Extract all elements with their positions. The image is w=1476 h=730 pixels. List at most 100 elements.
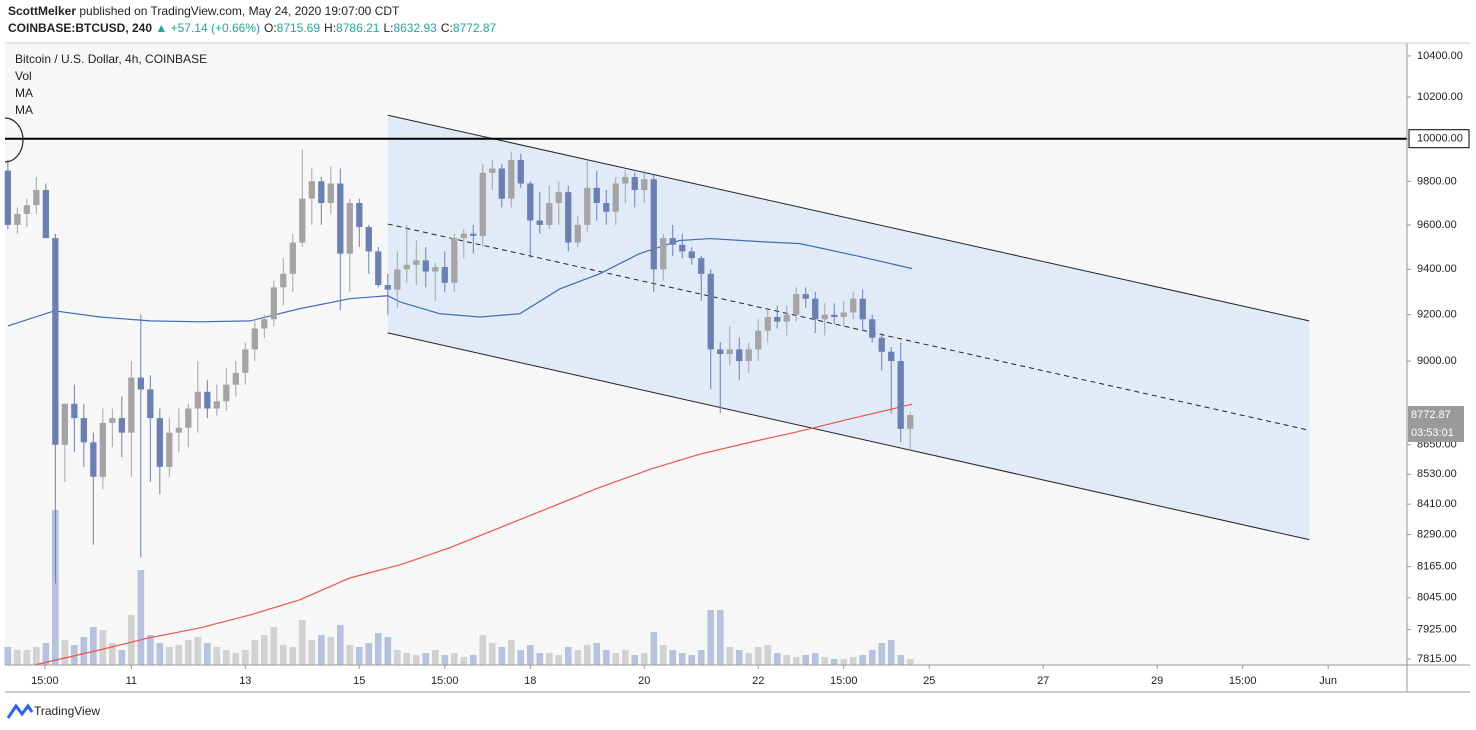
y-tick-label: 9200.00 bbox=[1417, 309, 1457, 321]
volume-bar bbox=[384, 637, 392, 665]
volume-bar bbox=[422, 653, 430, 665]
y-tick-label: 10200.00 bbox=[1417, 91, 1463, 103]
candle-body bbox=[897, 361, 904, 429]
volume-bar bbox=[137, 570, 145, 665]
candle-body bbox=[774, 316, 781, 322]
volume-bar bbox=[90, 627, 97, 665]
legend-title: Bitcoin / U.S. Dollar, 4h, COINBASE bbox=[15, 52, 207, 66]
volume-bar bbox=[393, 650, 401, 665]
volume-bar bbox=[688, 655, 696, 665]
candle-body bbox=[280, 273, 287, 288]
volume-bar bbox=[365, 643, 373, 665]
volume-bar bbox=[222, 650, 230, 665]
candle-body bbox=[270, 287, 277, 320]
candle-body bbox=[261, 319, 268, 329]
volume-bar bbox=[745, 653, 753, 665]
candle-body bbox=[679, 244, 686, 252]
volume-bar bbox=[830, 659, 838, 665]
candle-body bbox=[831, 314, 838, 317]
volume-bar bbox=[783, 655, 791, 665]
candle-body bbox=[432, 267, 439, 272]
candle-body bbox=[175, 427, 182, 433]
author: ScottMelker bbox=[8, 4, 76, 18]
field-key: H: bbox=[324, 21, 336, 35]
volume-bar bbox=[175, 645, 183, 665]
candle-body bbox=[717, 349, 724, 355]
x-tick-label: 13 bbox=[239, 675, 251, 687]
field-value: 8632.93 bbox=[393, 21, 437, 35]
volume-bar bbox=[640, 653, 648, 665]
candle-body bbox=[859, 298, 866, 320]
volume-bar bbox=[840, 659, 848, 665]
volume-bar bbox=[336, 625, 344, 665]
volume-bar bbox=[289, 647, 297, 665]
candle-body bbox=[194, 391, 201, 409]
candle-body bbox=[527, 183, 534, 221]
volume-bar bbox=[602, 650, 610, 665]
volume-bar bbox=[450, 653, 458, 665]
x-tick-label: 15 bbox=[353, 675, 365, 687]
candle-body bbox=[650, 179, 657, 270]
y-tick-label: 8165.00 bbox=[1417, 560, 1457, 572]
volume-bar bbox=[811, 653, 819, 665]
field-value: 8715.69 bbox=[277, 21, 321, 35]
y-tick-label: 7815.00 bbox=[1417, 653, 1457, 665]
candle-body bbox=[42, 189, 49, 239]
volume-bar bbox=[166, 647, 173, 665]
volume-bar bbox=[270, 627, 278, 665]
candle-body bbox=[99, 422, 106, 477]
volume-bar bbox=[479, 635, 487, 665]
drawing-arc bbox=[4, 117, 24, 163]
y-tick-label: 7925.00 bbox=[1417, 623, 1457, 635]
volume-bar bbox=[327, 637, 335, 665]
legend-ma: MA bbox=[15, 86, 33, 100]
candle-body bbox=[185, 408, 192, 428]
x-tick-label: 15:00 bbox=[1229, 675, 1257, 687]
volume-bar bbox=[517, 650, 525, 665]
volume-bar bbox=[773, 653, 781, 665]
volume-bar bbox=[42, 643, 50, 665]
candle-body bbox=[451, 238, 458, 283]
candle-body bbox=[337, 183, 344, 254]
x-tick-label: 15:00 bbox=[830, 675, 858, 687]
candle-body bbox=[669, 238, 676, 245]
change: ▲ +57.14 (+0.66%) bbox=[155, 21, 260, 35]
volume-bar bbox=[4, 647, 12, 665]
volume-bar bbox=[251, 640, 259, 665]
volume-bar bbox=[61, 640, 69, 665]
volume-bar bbox=[678, 653, 686, 665]
x-tick-label: 20 bbox=[638, 675, 650, 687]
volume-bar bbox=[184, 640, 192, 665]
x-tick-label: 25 bbox=[923, 675, 935, 687]
candle-body bbox=[707, 273, 714, 350]
candle-body bbox=[660, 238, 667, 270]
volume-bar bbox=[109, 643, 116, 665]
candle-body bbox=[470, 233, 477, 236]
candle-body bbox=[812, 298, 819, 320]
volume-bar bbox=[555, 655, 563, 665]
candle-body bbox=[289, 242, 296, 274]
volume-bar bbox=[147, 635, 154, 665]
candle-body bbox=[821, 314, 828, 320]
candle-body bbox=[869, 319, 876, 338]
volume-bar bbox=[374, 633, 382, 665]
y-tick-label: 8410.00 bbox=[1417, 498, 1457, 510]
y-tick-label: 8530.00 bbox=[1417, 468, 1457, 480]
volume-bar bbox=[317, 635, 325, 665]
candle-body bbox=[603, 203, 610, 212]
candle-body bbox=[242, 349, 249, 373]
volume-bar bbox=[469, 655, 477, 665]
candle-body bbox=[109, 418, 116, 423]
volume-bar bbox=[33, 647, 40, 665]
last-price-label: 8772.87 bbox=[1411, 409, 1451, 421]
candle-body bbox=[318, 181, 325, 204]
candle-body bbox=[299, 198, 306, 243]
candle-body bbox=[641, 179, 648, 190]
candle-body bbox=[71, 403, 78, 419]
volume-bar bbox=[507, 640, 515, 665]
volume-bar bbox=[878, 643, 886, 665]
volume-bar bbox=[631, 655, 639, 665]
candle-body bbox=[356, 203, 363, 228]
volume-bar bbox=[735, 650, 743, 665]
candle-body bbox=[793, 294, 800, 315]
